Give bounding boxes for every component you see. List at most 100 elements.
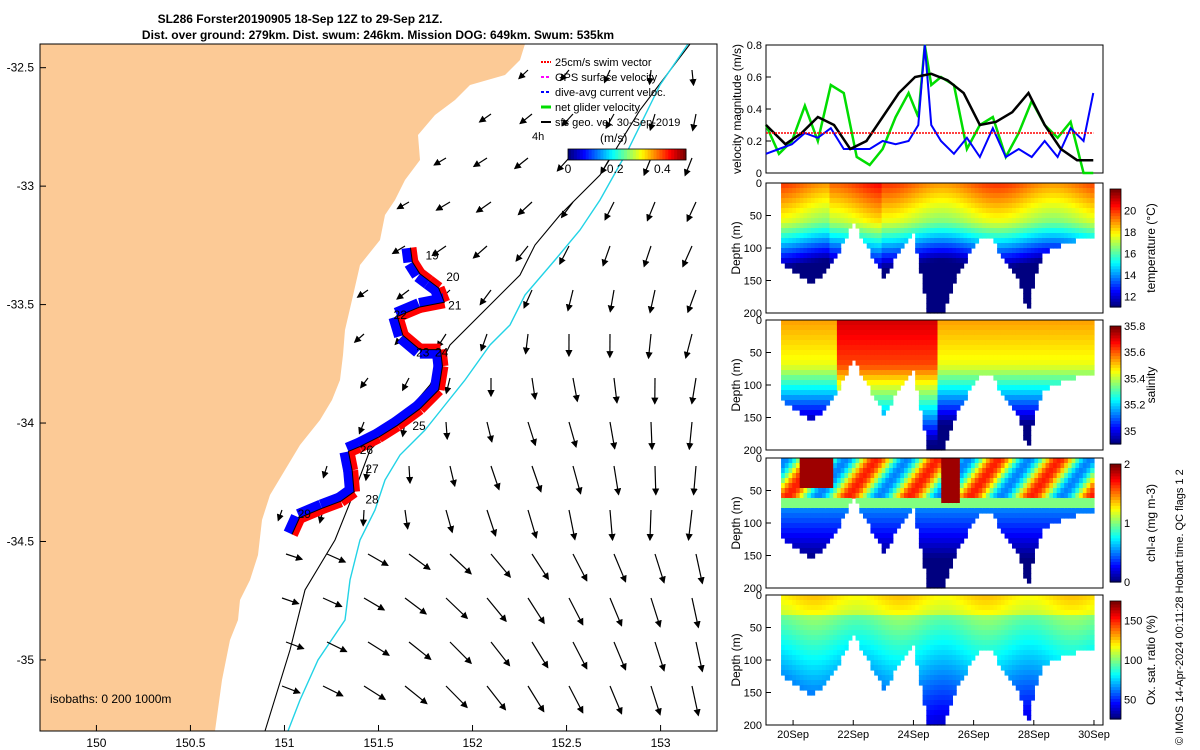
section-cell <box>810 248 816 254</box>
section-cell <box>840 610 845 616</box>
section-cell <box>874 620 879 626</box>
section-cell <box>863 335 868 341</box>
section-cell <box>784 243 790 249</box>
section-cell <box>959 183 965 189</box>
section-cell <box>810 685 816 691</box>
section-cell <box>1023 558 1028 564</box>
section-cell <box>840 458 845 464</box>
section-cell <box>829 503 834 509</box>
section-cell <box>896 488 901 494</box>
section-cell <box>784 340 790 346</box>
section-cell <box>836 600 842 606</box>
section-cbar-swatch <box>1110 414 1121 419</box>
section-cell <box>1041 523 1047 529</box>
section-cell <box>982 488 987 494</box>
section-cell <box>1004 508 1009 514</box>
section-cell <box>885 395 890 401</box>
section-cell <box>881 193 886 199</box>
section-cell <box>870 650 875 656</box>
section-cell <box>892 645 898 651</box>
section-cell <box>795 183 801 189</box>
section-cell <box>1000 198 1006 204</box>
section-cell <box>814 365 819 371</box>
section-cell <box>941 203 946 209</box>
section-cell <box>1090 483 1095 489</box>
section-cell <box>810 268 816 274</box>
section-cell <box>825 513 831 519</box>
section-cell <box>877 320 883 326</box>
section-cell <box>941 425 946 431</box>
section-cell <box>784 203 790 209</box>
section-cell <box>892 253 898 259</box>
section-cell <box>937 543 942 549</box>
section-cell <box>952 208 957 214</box>
section-cell <box>863 370 868 376</box>
section-cell <box>948 385 954 391</box>
section-cell <box>814 253 819 259</box>
section-cell <box>788 468 793 474</box>
section-cell <box>941 248 946 254</box>
section-cell <box>788 325 793 331</box>
section-cell <box>922 365 927 371</box>
section-cell <box>799 325 804 331</box>
section-cell <box>889 670 894 676</box>
section-cell <box>997 345 1002 351</box>
section-cell <box>840 325 845 331</box>
section-cell <box>974 340 980 346</box>
section-cell <box>1015 410 1021 416</box>
section-cell <box>1026 508 1032 514</box>
section-cbar-swatch <box>1110 466 1121 471</box>
section-cell <box>952 360 957 366</box>
section-cell <box>937 325 942 331</box>
section-cell <box>1030 278 1035 284</box>
section-cell <box>918 345 924 351</box>
section-cell <box>918 340 924 346</box>
section-cell <box>922 278 927 284</box>
section-cell <box>840 630 845 636</box>
section-cell <box>848 458 853 464</box>
section-cell <box>836 468 842 474</box>
section-cell <box>784 483 790 489</box>
section-cell <box>810 640 816 646</box>
swim-vector-band <box>348 450 359 471</box>
section-cell <box>844 503 849 509</box>
section-cell <box>1045 370 1050 376</box>
section-cell <box>944 405 950 411</box>
dive-velocity-band <box>318 492 341 509</box>
section-cbar-swatch <box>1110 484 1121 489</box>
section-cell <box>870 213 875 219</box>
section-cell <box>877 630 883 636</box>
section-cell <box>829 513 834 519</box>
section-cell <box>877 595 883 601</box>
section-cell <box>803 243 808 249</box>
section-cell <box>963 233 968 239</box>
section-cell <box>1004 533 1009 539</box>
section-cell <box>781 468 786 474</box>
section-cell <box>885 528 890 534</box>
section-cell <box>866 600 872 606</box>
section-cell <box>829 533 834 539</box>
section-cell <box>825 650 831 656</box>
section-cell <box>781 208 786 214</box>
section-cell <box>844 488 849 494</box>
section-cell <box>822 400 827 406</box>
section-cell <box>967 375 972 381</box>
section-cell <box>997 213 1002 219</box>
section-cell <box>810 218 816 224</box>
section-cell <box>967 228 972 234</box>
section-cell <box>948 463 954 469</box>
colorbar-swatch <box>597 149 601 160</box>
section-cell <box>1086 473 1091 479</box>
section-cell <box>784 193 790 199</box>
section-cell <box>822 208 827 214</box>
section-cell <box>926 458 931 464</box>
section-cell <box>1049 503 1054 509</box>
section-cell <box>952 410 957 416</box>
section-cell <box>944 293 950 299</box>
section-cell <box>971 335 976 341</box>
section-cell <box>937 193 942 199</box>
section-cell <box>1038 188 1043 194</box>
section-cbar-swatch <box>1110 245 1121 249</box>
section-cell <box>788 263 793 269</box>
section-cell <box>1000 248 1006 254</box>
